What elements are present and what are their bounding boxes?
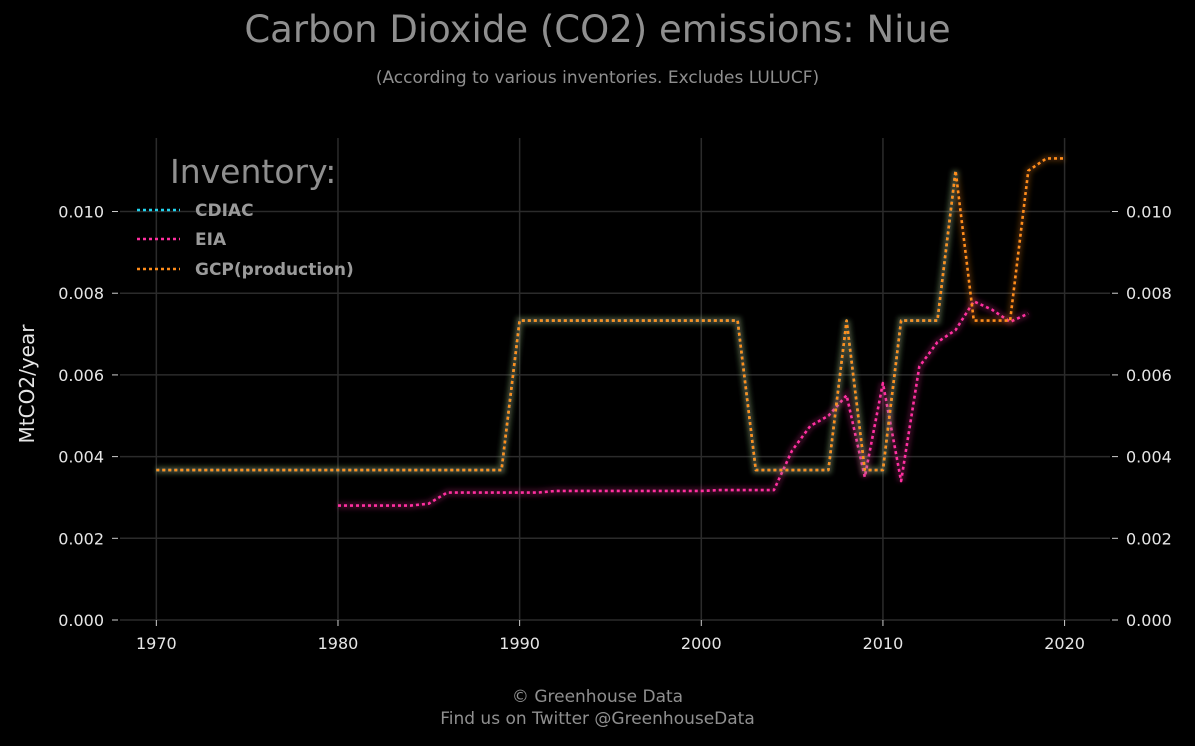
x-tick-label: 1990 <box>499 634 540 653</box>
legend-label-eia: EIA <box>195 230 227 250</box>
y-tick-label-left: 0.002 <box>58 529 104 548</box>
series-lines <box>156 154 1065 510</box>
y-tick-label-right: 0.002 <box>1126 529 1172 548</box>
series-glow-gcp-production <box>156 154 1065 474</box>
y-tick-label-left: 0.010 <box>58 203 104 222</box>
x-tick-label: 2020 <box>1044 634 1085 653</box>
series-line-gcp-production <box>156 157 1065 472</box>
x-tick-label: 1970 <box>136 634 177 653</box>
twitter-credit: Find us on Twitter @GreenhouseData <box>440 709 755 729</box>
y-tick-label-left: 0.006 <box>58 366 104 385</box>
footer: © Greenhouse Data Find us on Twitter @Gr… <box>0 686 1195 730</box>
x-tick-label: 1980 <box>318 634 359 653</box>
chart-subtitle: (According to various inventories. Exclu… <box>375 68 820 88</box>
x-tick-label: 2010 <box>863 634 904 653</box>
axes: 1970 1980 1990 2000 2010 2020 0.000 0.000 0.002 0… <box>58 203 1172 653</box>
series-line-eia <box>338 300 1029 507</box>
y-tick-label-right: 0.008 <box>1126 284 1172 303</box>
x-tick-label: 2000 <box>681 634 722 653</box>
legend-label-gcp-production: GCP(production) <box>195 260 354 280</box>
legend: Inventory: CDIAC EIA GCP(production) <box>137 152 354 280</box>
y-tick-label-left: 0.000 <box>58 611 104 630</box>
grid <box>120 138 1110 621</box>
y-axis-label: MtCO2/year <box>15 324 39 444</box>
legend-label-cdiac: CDIAC <box>195 201 254 221</box>
y-tick-label-left: 0.004 <box>58 448 104 467</box>
y-tick-label-left: 0.008 <box>58 284 104 303</box>
chart-title: Carbon Dioxide (CO2) emissions: Niue <box>244 8 951 51</box>
y-tick-label-right: 0.006 <box>1126 366 1172 385</box>
legend-title: Inventory: <box>170 152 336 191</box>
series-glow-eia <box>338 296 1030 510</box>
copyright-text: © Greenhouse Data <box>511 687 684 707</box>
y-tick-label-right: 0.010 <box>1126 203 1172 222</box>
y-tick-label-right: 0.000 <box>1126 611 1172 630</box>
y-tick-label-right: 0.004 <box>1126 448 1172 467</box>
